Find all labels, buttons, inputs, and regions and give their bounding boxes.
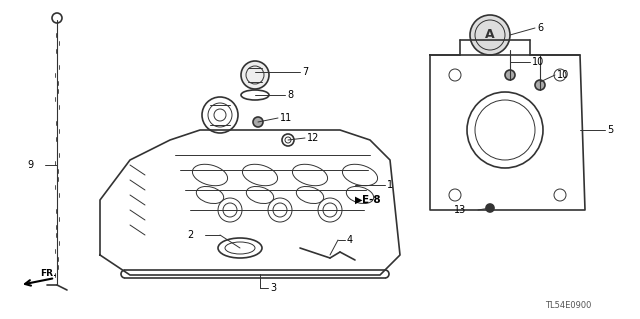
- Circle shape: [241, 61, 269, 89]
- Text: 5: 5: [607, 125, 613, 135]
- Text: E-8: E-8: [362, 195, 381, 205]
- Circle shape: [470, 15, 510, 55]
- Circle shape: [486, 204, 494, 212]
- Text: 10: 10: [557, 70, 569, 80]
- Text: 4: 4: [347, 235, 353, 245]
- Text: 1: 1: [387, 180, 393, 190]
- Text: 10: 10: [532, 57, 544, 67]
- Text: ▶: ▶: [355, 195, 365, 205]
- Text: 12: 12: [307, 133, 319, 143]
- Circle shape: [253, 117, 263, 127]
- Text: 11: 11: [280, 113, 292, 123]
- Text: 13: 13: [454, 205, 466, 215]
- Text: 9: 9: [27, 160, 33, 170]
- Text: 3: 3: [270, 283, 276, 293]
- Circle shape: [505, 70, 515, 80]
- Text: A: A: [485, 28, 495, 41]
- Text: 8: 8: [287, 90, 293, 100]
- Text: 7: 7: [302, 67, 308, 77]
- Circle shape: [535, 80, 545, 90]
- Text: TL54E0900: TL54E0900: [545, 300, 591, 309]
- Text: 2: 2: [187, 230, 193, 240]
- Text: FR.: FR.: [40, 269, 56, 278]
- Text: 6: 6: [537, 23, 543, 33]
